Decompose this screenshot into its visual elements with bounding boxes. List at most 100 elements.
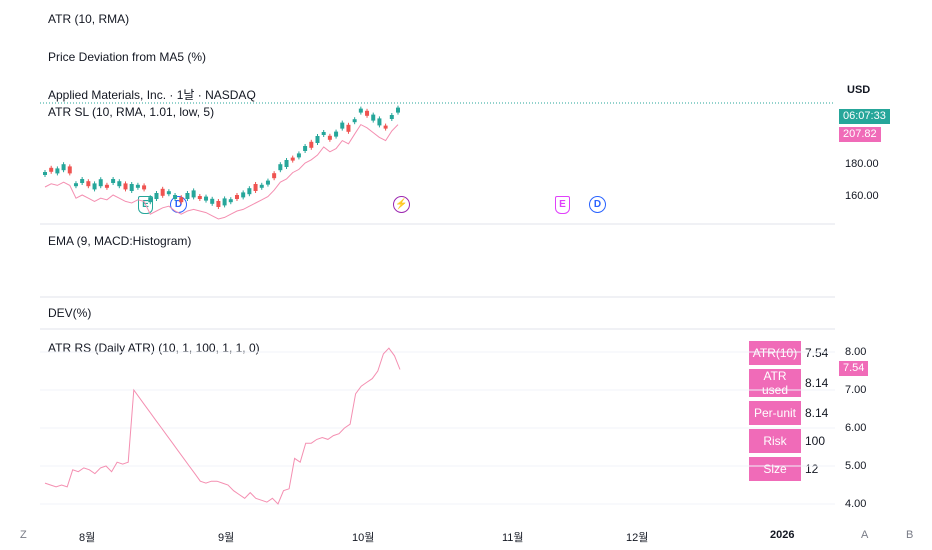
- candle-body: [352, 119, 357, 123]
- time-axis-left-button[interactable]: Z: [20, 529, 27, 541]
- candle-body: [334, 131, 339, 137]
- stat-key: ATR used: [749, 369, 801, 397]
- candle-body: [272, 173, 277, 179]
- time-label-2026: 2026: [770, 529, 795, 541]
- candle-body: [173, 195, 178, 199]
- candle-body: [389, 115, 394, 119]
- candle-body: [371, 114, 376, 121]
- candle-body: [55, 168, 60, 174]
- candle-body: [148, 197, 153, 203]
- price-tick-180: 180.00: [845, 158, 879, 170]
- atr-price-tag: 7.54: [839, 361, 869, 376]
- time-label-dec: 12월: [626, 532, 649, 544]
- time-label-oct: 10월: [352, 532, 375, 544]
- candle-body: [73, 183, 78, 187]
- stat-row: ATR(10) 7.54: [749, 341, 833, 365]
- candle-body: [49, 167, 54, 172]
- atr-stats-table: ATR(10) 7.54 ATR used 8.14 Per-unit 8.14…: [749, 337, 833, 485]
- atr-sl-price-tag: 207.82: [839, 127, 881, 142]
- symbol-label[interactable]: Applied Materials, Inc. · 1날 · NASDAQ: [48, 88, 256, 102]
- candle-body: [117, 181, 122, 187]
- atr-sl-label[interactable]: ATR SL (10, RMA, 1.01, low, 5): [48, 105, 215, 119]
- auto-scale-button[interactable]: A: [861, 529, 869, 541]
- candle-body: [197, 196, 202, 199]
- candle-body: [396, 107, 400, 113]
- candle-body: [80, 179, 85, 183]
- candle-body: [222, 198, 227, 206]
- candle-body: [135, 184, 140, 188]
- split-event-icon[interactable]: ⚡: [393, 196, 410, 213]
- candle-body: [296, 153, 301, 158]
- candle-body: [111, 179, 116, 183]
- candle-body: [98, 179, 103, 187]
- candle-body: [315, 136, 320, 143]
- ema-macd-label[interactable]: EMA (9, MACD:Histogram): [48, 234, 192, 248]
- candle-body: [160, 188, 165, 196]
- atr-indicator-label[interactable]: ATR (10, RMA): [48, 12, 130, 26]
- candle-body: [309, 141, 314, 148]
- dev-label[interactable]: DEV(%): [48, 306, 92, 320]
- candle-body: [166, 191, 171, 195]
- atr-tick-8: 8.00: [845, 346, 867, 358]
- candle-body: [241, 192, 246, 198]
- candle-body: [104, 184, 109, 188]
- stat-value: 7.54: [805, 346, 829, 360]
- candle-body: [253, 184, 258, 191]
- stat-row: Per-unit 8.14: [749, 401, 833, 425]
- candle-body: [377, 118, 382, 126]
- candle-body: [191, 190, 196, 198]
- atr-tick-6: 6.00: [845, 422, 867, 434]
- log-scale-button[interactable]: B: [906, 529, 914, 541]
- candle-body: [284, 160, 289, 167]
- stat-key: Size: [749, 457, 801, 481]
- candle-body: [290, 157, 295, 161]
- candle-body: [204, 196, 209, 201]
- candle-body: [228, 199, 233, 203]
- candle-body: [92, 183, 97, 190]
- candle-body: [210, 198, 215, 204]
- candle-body: [321, 132, 326, 135]
- stat-value: 8.14: [805, 376, 829, 390]
- candle-body: [278, 164, 283, 171]
- stat-row: ATR used 8.14: [749, 369, 833, 397]
- candle-body: [365, 110, 370, 116]
- dividend-upcoming-icon[interactable]: D: [589, 196, 606, 213]
- candle-body: [216, 201, 221, 207]
- price-deviation-label[interactable]: Price Deviation from MA5 (%): [48, 50, 207, 64]
- stat-key: ATR(10): [749, 341, 801, 365]
- atr-tick-5: 5.00: [845, 460, 867, 472]
- candle-body: [129, 184, 134, 191]
- candle-body: [265, 180, 270, 185]
- time-label-sep: 9월: [218, 532, 235, 544]
- price-tick-160: 160.00: [845, 190, 879, 202]
- atr-sl-line: [44, 123, 399, 220]
- time-label-aug: 8월: [79, 532, 96, 544]
- earnings-upcoming-icon[interactable]: E: [555, 196, 570, 214]
- stat-value: 100: [805, 434, 826, 448]
- candle-body: [123, 183, 128, 190]
- candle-body: [67, 166, 72, 174]
- candle-body: [86, 181, 91, 187]
- stat-key: Risk: [749, 429, 801, 453]
- candle-body: [142, 185, 147, 190]
- atr-line: [44, 347, 401, 505]
- candle-body: [303, 146, 308, 151]
- atr-tick-7: 7.00: [845, 384, 867, 396]
- candle-body: [247, 188, 252, 195]
- candle-body: [179, 197, 184, 203]
- candle-body: [383, 125, 388, 129]
- candle-body: [61, 164, 66, 171]
- stat-value: 8.14: [805, 406, 829, 420]
- candle-body: [185, 193, 190, 199]
- candle-body: [346, 124, 351, 132]
- candle-body: [340, 122, 345, 129]
- atr-tick-4: 4.00: [845, 498, 867, 510]
- currency-label[interactable]: USD: [847, 84, 871, 96]
- candle-body: [234, 195, 239, 199]
- time-label-nov: 11월: [502, 532, 524, 544]
- stat-key: Per-unit: [749, 401, 801, 425]
- candle-body: [327, 135, 332, 140]
- candle-body: [358, 108, 363, 113]
- candle-body: [259, 184, 264, 188]
